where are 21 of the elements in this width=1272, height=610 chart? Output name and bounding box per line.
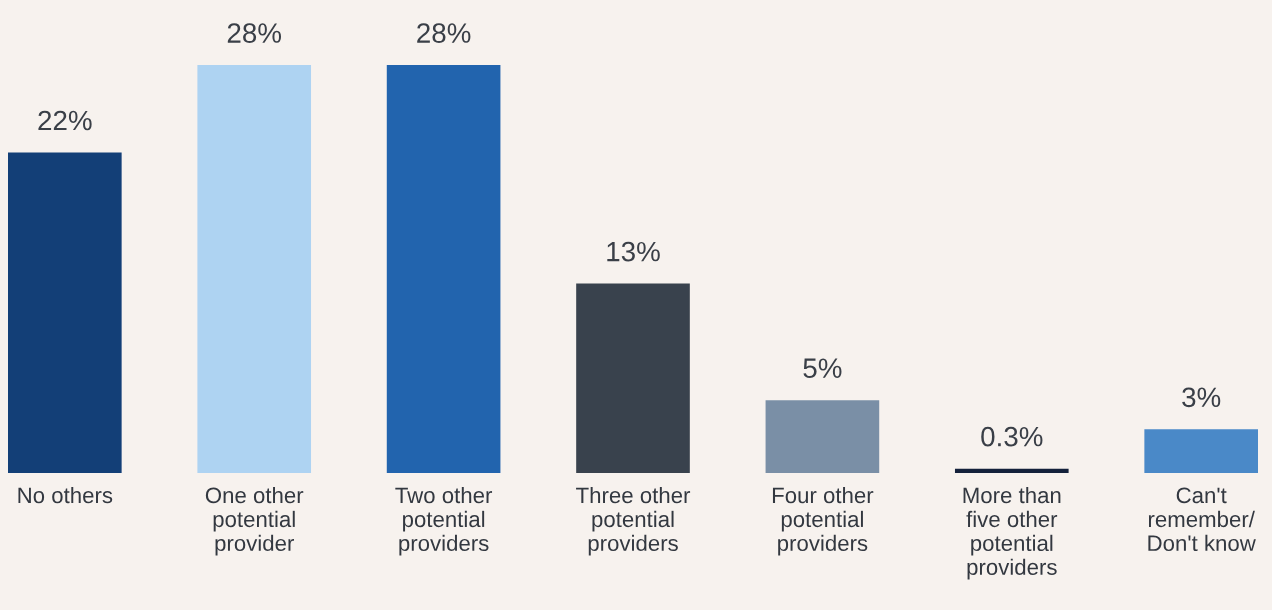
bar <box>8 152 122 473</box>
bar <box>765 400 880 473</box>
bar <box>386 65 501 473</box>
x-tick-label: More than five other potential providers <box>963 486 1061 580</box>
data-label: 13% <box>607 241 660 262</box>
x-tick-label: Two other potential providers <box>395 486 493 556</box>
x-tick-label: One other potential provider <box>205 486 304 556</box>
bar <box>954 468 1069 473</box>
x-tick-label: Three other potential providers <box>576 486 691 556</box>
x-tick-label: Four other potential providers <box>772 486 874 556</box>
data-label: 28% <box>417 23 471 43</box>
bar <box>197 65 312 473</box>
data-label: 0.3% <box>981 426 1043 447</box>
x-tick-label: Can't remember/ Don't know <box>1148 487 1256 552</box>
data-label: 28% <box>227 23 282 43</box>
x-tick-label: No others <box>18 486 113 504</box>
data-label: 3% <box>1182 387 1221 408</box>
data-label: 22% <box>38 110 92 131</box>
data-label: 5% <box>803 358 842 378</box>
bar <box>1144 429 1258 473</box>
bar <box>576 283 690 473</box>
